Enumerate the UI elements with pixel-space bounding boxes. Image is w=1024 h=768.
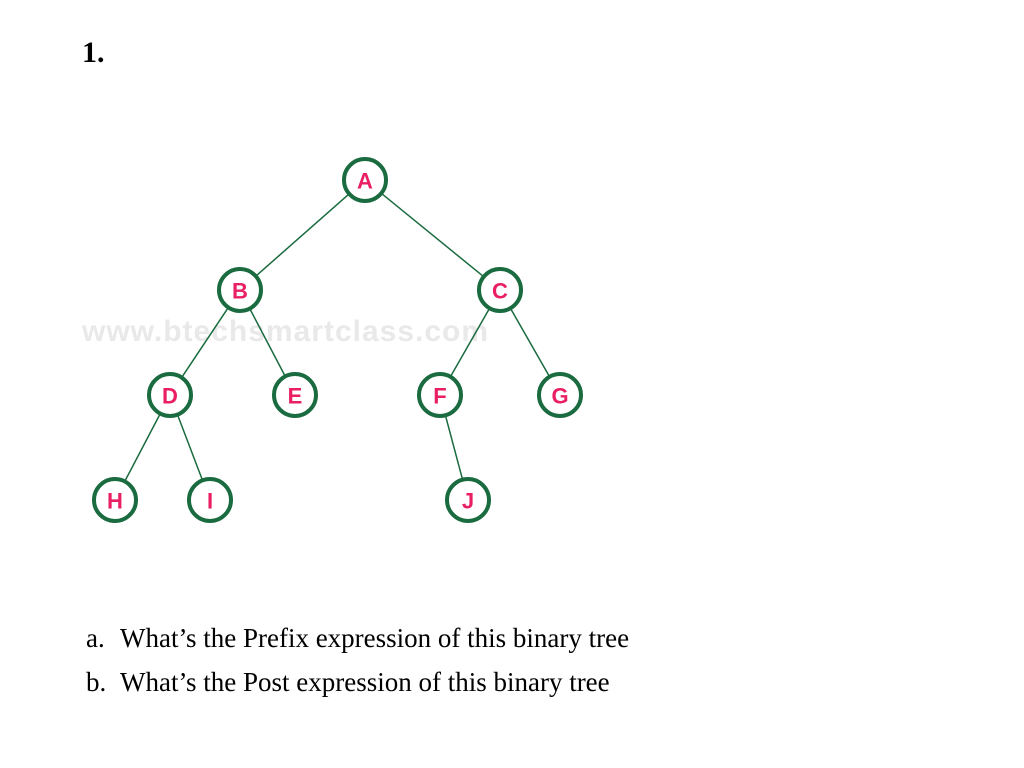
question-letter: b. [86,662,120,702]
tree-edge [256,194,349,276]
tree-node-label: E [288,384,303,409]
tree-edge [450,308,489,377]
tree-node-label: H [107,489,123,514]
tree-edge [177,415,202,481]
tree-node: G [539,374,581,416]
tree-node: E [274,374,316,416]
tree-node-label: D [162,384,178,409]
question-item: a.What’s the Prefix expression of this b… [86,618,946,658]
tree-node: F [419,374,461,416]
question-item: b.What’s the Post expression of this bin… [86,662,946,702]
question-text: What’s the Prefix expression of this bin… [120,618,629,658]
tree-edge [510,308,549,377]
tree-edge [381,193,483,276]
tree-edge [182,307,229,377]
binary-tree-diagram: A B C D E F G H I J [70,140,690,540]
tree-node: A [344,159,386,201]
tree-node-label: J [462,489,474,514]
tree-node-label: F [433,384,446,409]
tree-node: B [219,269,261,311]
question-letter: a. [86,618,120,658]
question-text: What’s the Post expression of this binar… [120,662,610,702]
tree-node: H [94,479,136,521]
tree-edge [125,414,161,482]
tree-node: C [479,269,521,311]
sub-questions: a.What’s the Prefix expression of this b… [86,618,946,706]
tree-svg: A B C D E F G H I J [70,140,690,540]
tree-node: D [149,374,191,416]
tree-node-label: A [357,169,373,194]
tree-node-label: I [207,489,213,514]
tree-node-label: G [551,384,568,409]
question-number: 1. [82,36,105,70]
tree-node: I [189,479,231,521]
tree-edge [445,415,462,479]
tree-node-label: C [492,279,508,304]
tree-edge [250,309,286,377]
tree-node-label: B [232,279,248,304]
tree-node: J [447,479,489,521]
